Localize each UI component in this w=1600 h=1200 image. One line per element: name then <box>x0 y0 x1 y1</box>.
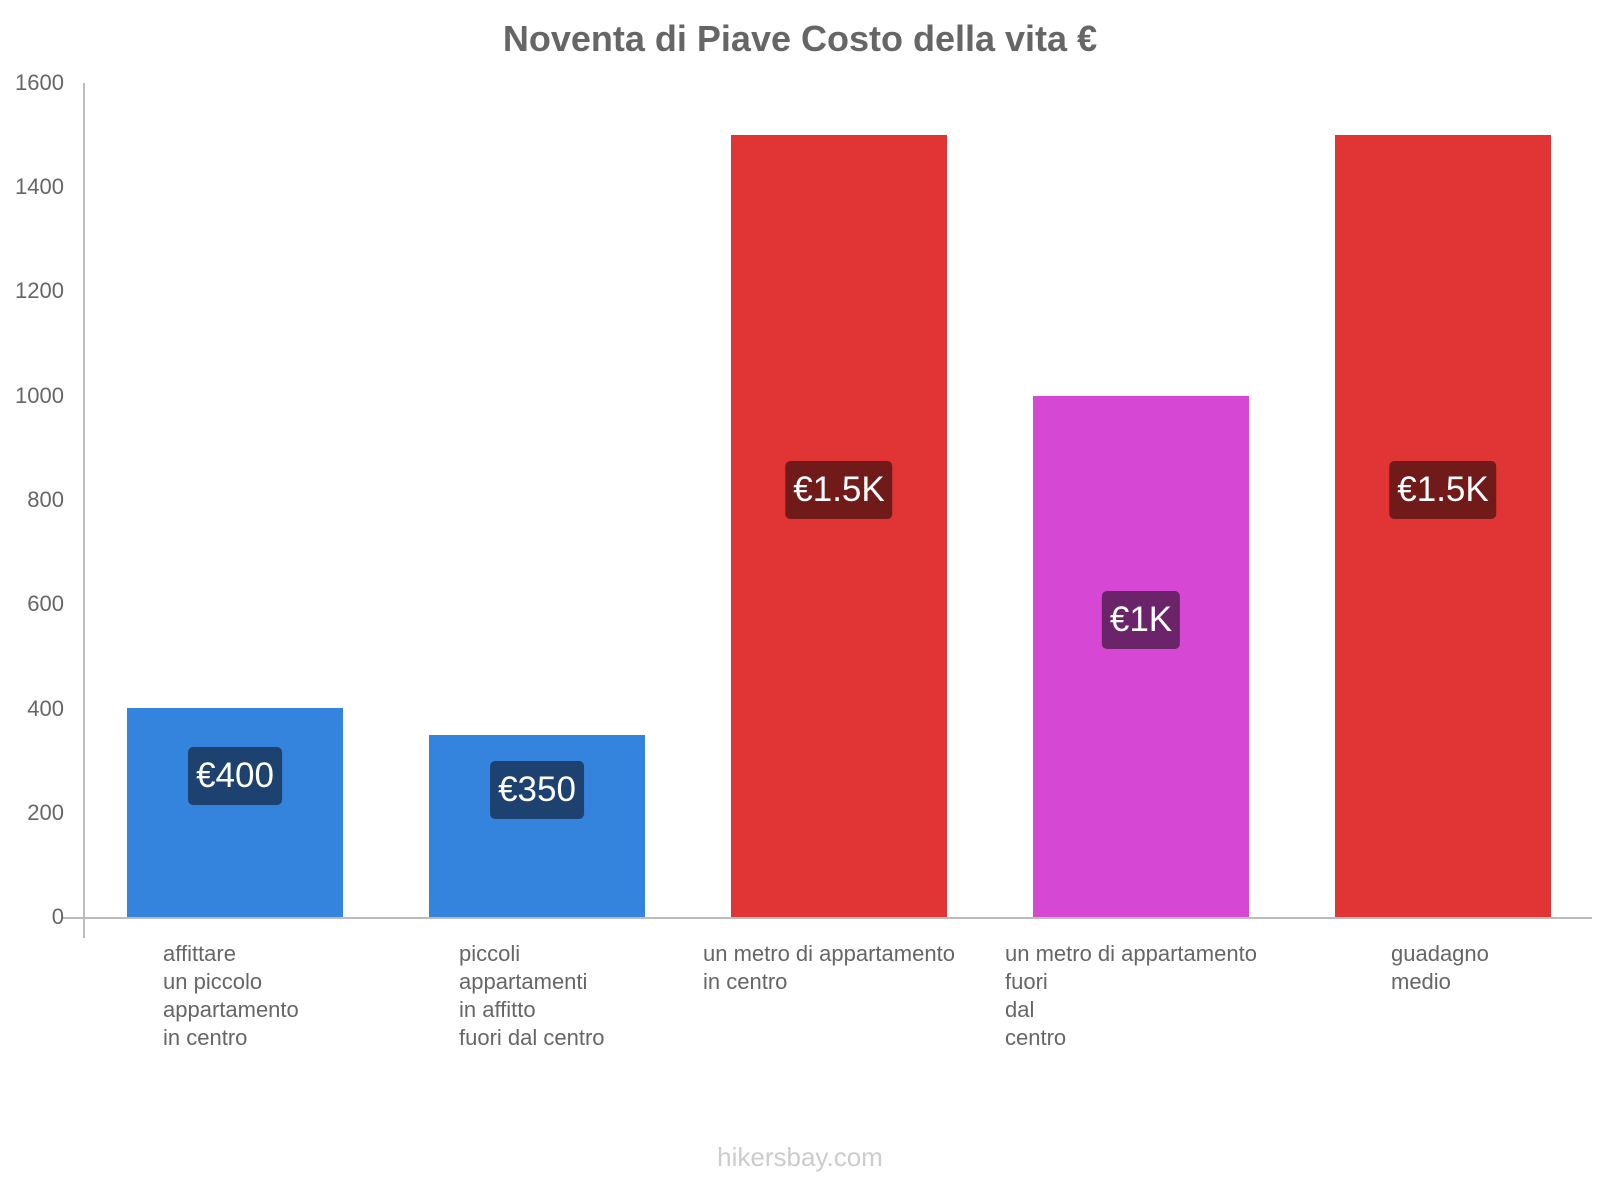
x-axis-line <box>62 917 1592 919</box>
y-tick-label: 600 <box>27 591 64 616</box>
bar-value-label: €400 <box>188 747 282 805</box>
y-tick-label: 1000 <box>15 383 64 408</box>
bar-sqm-apartment-center: €1.5K <box>731 135 947 917</box>
y-axis-line <box>83 83 85 938</box>
bar-value-label: €1.5K <box>1389 461 1497 519</box>
bar-rent-small-apartment-center: €400 <box>127 708 343 917</box>
source-watermark: hikersbay.com <box>717 1142 883 1172</box>
bar-value-label: €350 <box>490 761 584 819</box>
y-tick-label: 800 <box>27 487 64 512</box>
chart-title: Noventa di Piave Costo della vita € <box>502 18 1098 59</box>
x-category-label: un metro di appartamento fuori dal centr… <box>1005 941 1257 1050</box>
y-tick-label: 1400 <box>15 174 64 199</box>
x-category-label: piccoli appartamenti in affitto fuori da… <box>459 941 605 1050</box>
x-category-label: guadagno medio <box>1391 941 1489 994</box>
y-tick-label: 1600 <box>15 70 64 95</box>
bar-small-apartments-outside-center: €350 <box>429 735 645 917</box>
x-category-label: un metro di appartamento in centro <box>703 941 955 994</box>
bar-sqm-apartment-outside-center: €1K <box>1033 396 1249 917</box>
bar-value-label: €1.5K <box>785 461 893 519</box>
y-tick-label: 0 <box>51 904 64 929</box>
bar-average-salary: €1.5K <box>1335 135 1551 917</box>
x-category-label: affittare un piccolo appartamento in cen… <box>163 941 299 1050</box>
y-tick-label: 1200 <box>15 278 64 303</box>
y-tick-label: 200 <box>27 800 64 825</box>
bar-value-label: €1K <box>1101 591 1181 649</box>
y-tick-label: 400 <box>27 696 64 721</box>
